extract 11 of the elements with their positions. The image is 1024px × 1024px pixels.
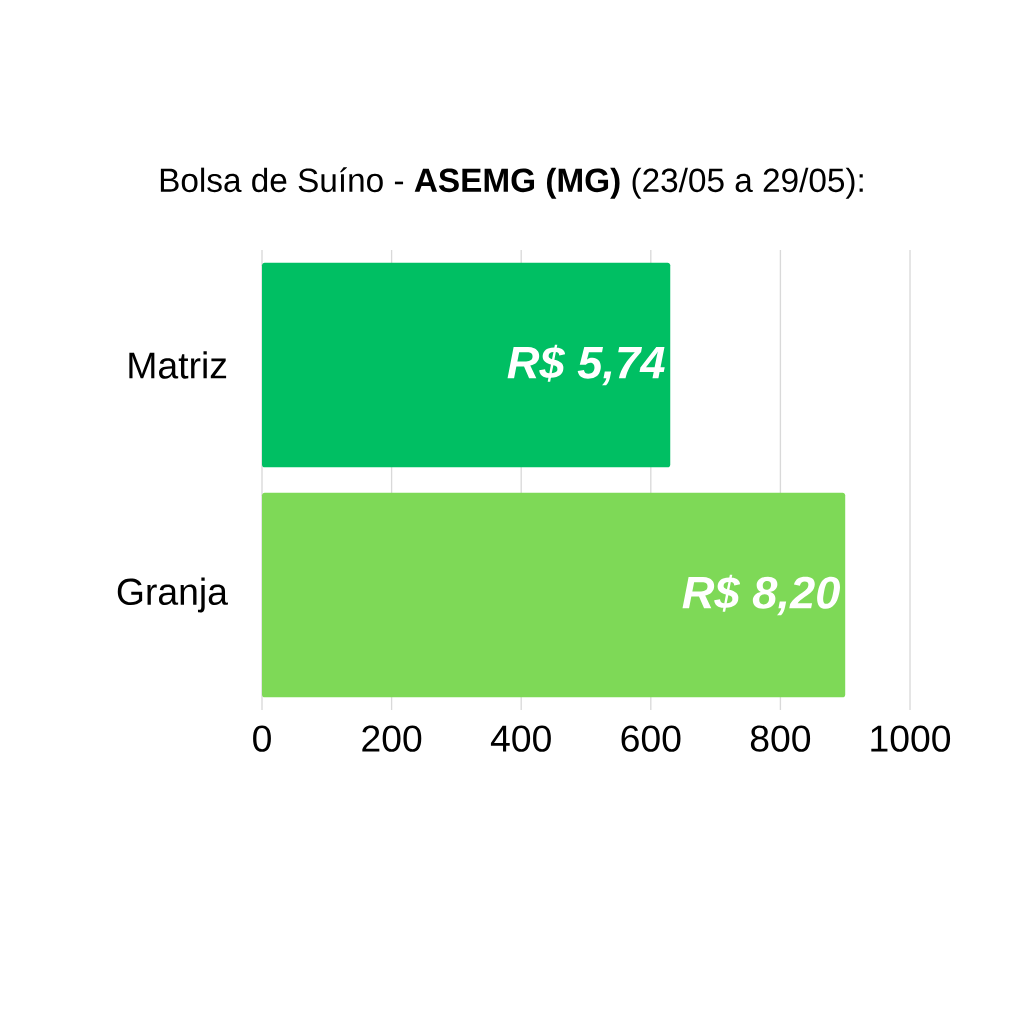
x-tick-label: 600 bbox=[621, 725, 681, 752]
data-label: R$ 5,74 bbox=[507, 344, 665, 386]
y-tick-label: Matriz bbox=[129, 351, 227, 379]
data-label: R$ 8,20 bbox=[682, 574, 841, 616]
x-tick-label: 1000 bbox=[871, 725, 951, 752]
y-tick-label: Granja bbox=[117, 577, 228, 613]
x-tick-label: 400 bbox=[490, 725, 551, 752]
x-tick-label: 800 bbox=[750, 725, 811, 752]
x-tick-label: 0 bbox=[253, 725, 271, 752]
chart-title: Bolsa de Suíno - ASEMG (MG) (23/05 a 29/05): bbox=[160, 167, 863, 199]
x-tick-label: 200 bbox=[362, 725, 422, 752]
